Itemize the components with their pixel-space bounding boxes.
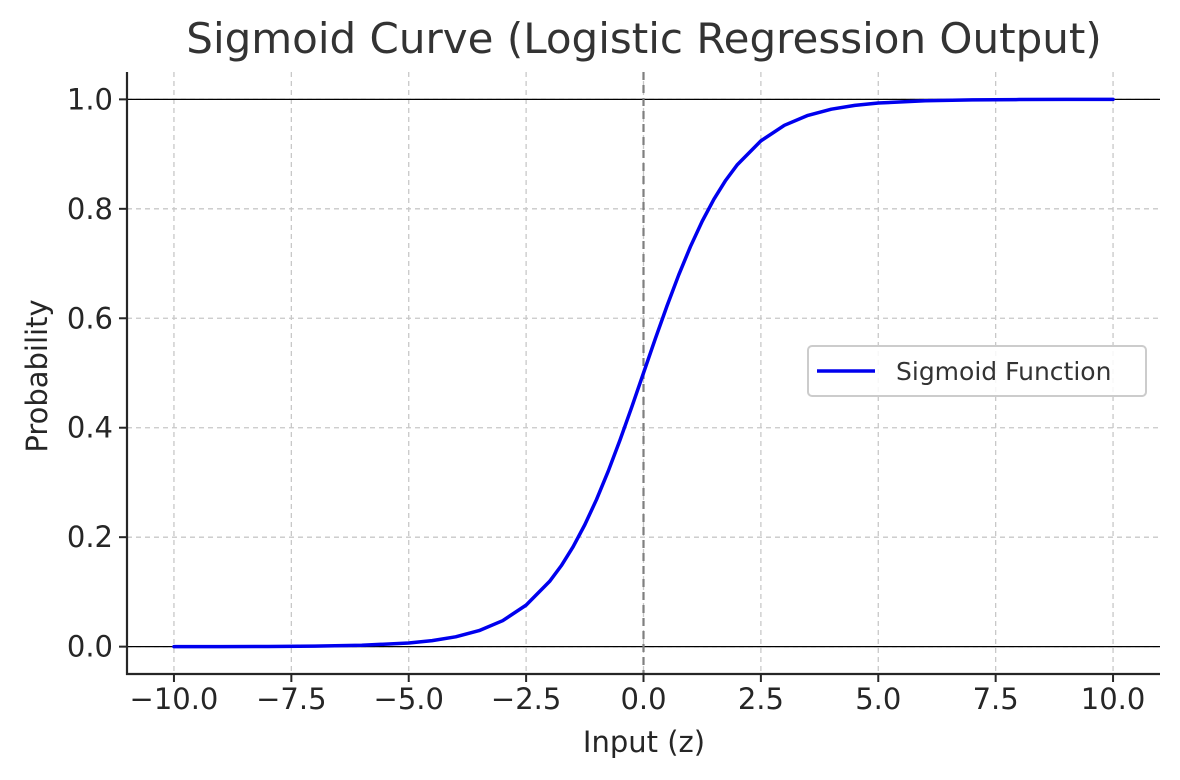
- series-layer: [172, 97, 1115, 649]
- x-tick-label-2: −5.0: [374, 682, 444, 716]
- y-tick-label-4: 0.8: [67, 192, 113, 226]
- series-line-0: [172, 97, 1115, 649]
- y-tick-label-5: 1.0: [67, 82, 113, 116]
- legend-box: [807, 345, 1147, 397]
- y-tick-label-3: 0.6: [67, 301, 113, 335]
- y-axis-label: Probability: [20, 299, 54, 452]
- x-tick-label-3: −2.5: [491, 682, 561, 716]
- y-tick-label-0: 0.0: [67, 630, 113, 664]
- x-tick-label-6: 5.0: [855, 682, 901, 716]
- y-tick-label-2: 0.4: [67, 411, 113, 445]
- chart-title: Sigmoid Curve (Logistic Regression Outpu…: [186, 14, 1101, 63]
- legend: Sigmoid Function: [807, 345, 1147, 397]
- x-axis-label: Input (z): [583, 725, 705, 759]
- x-tick-label-1: −7.5: [256, 682, 326, 716]
- x-tick-label-4: 0.0: [620, 682, 666, 716]
- y-ticks: 0.0 0.2 0.4 0.6 0.8 1.0: [67, 82, 127, 664]
- legend-label: Sigmoid Function: [896, 357, 1111, 386]
- x-ticks: −10.0 −7.5 −5.0 −2.5 0.0 2.5 5.0 7.5 10.0: [130, 674, 1146, 716]
- y-tick-label-1: 0.2: [67, 520, 113, 554]
- x-tick-label-7: 7.5: [973, 682, 1019, 716]
- x-tick-label-5: 2.5: [738, 682, 784, 716]
- x-tick-label-8: 10.0: [1081, 682, 1146, 716]
- x-tick-label-0: −10.0: [130, 682, 219, 716]
